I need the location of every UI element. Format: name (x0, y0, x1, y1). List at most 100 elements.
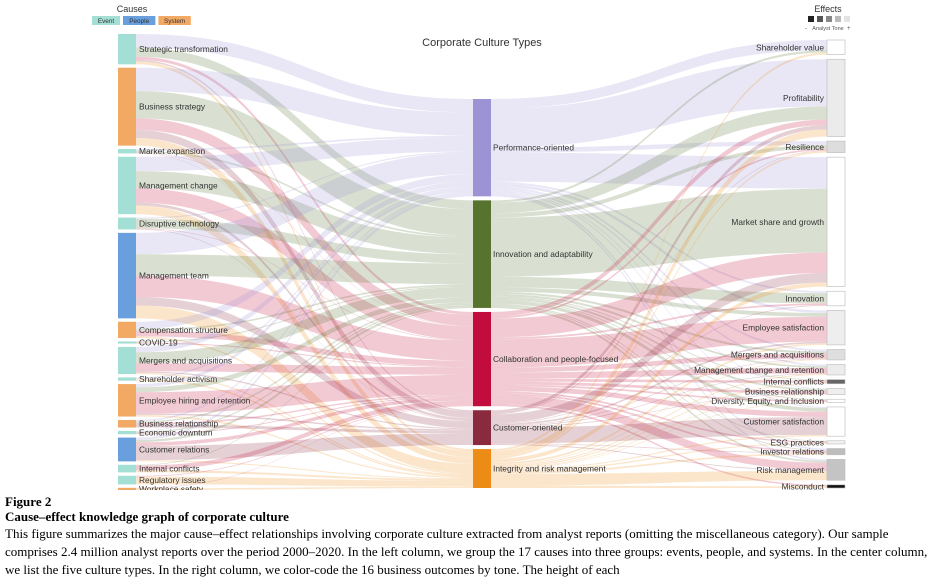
cause-label-business-strategy: Business strategy (139, 102, 206, 112)
cause-node-market-expansion (118, 149, 136, 154)
link-collaboration-and-people-focused-to-customer-satisfaction (491, 386, 827, 418)
link-covid-19-to-innovation-and-adaptability (136, 285, 473, 343)
cause-node-business-relationship (118, 419, 136, 428)
link-collaboration-and-people-focused-to-mergers-and-acquisitions (491, 353, 827, 373)
link-economic-downturn-to-collaboration-and-people-focused (136, 396, 473, 435)
link-performance-oriented-to-resilience (491, 141, 827, 153)
effect-node-investor-relations (826, 448, 846, 456)
link-workplace-safety-to-collaboration-and-people-focused (136, 405, 473, 489)
effects-heading: Effects (814, 4, 842, 14)
effect-node-management-change-and-retention (826, 364, 846, 376)
link-market-expansion-to-collaboration-and-people-focused (136, 152, 473, 327)
link-innovation-and-adaptability-to-mergers-and-acquisitions (491, 291, 827, 354)
link-management-change-to-collaboration-and-people-focused (136, 188, 473, 340)
link-business-strategy-to-innovation-and-adaptability (136, 91, 473, 236)
link-customer-oriented-to-customer-satisfaction (491, 417, 827, 444)
link-mergers-and-acquisitions-to-innovation-and-adaptability (136, 286, 473, 364)
culture-node-customer-oriented (473, 410, 491, 446)
link-compensation-structure-to-integrity-and-risk-management (136, 336, 473, 475)
link-management-team-to-integrity-and-risk-management (136, 305, 473, 474)
link-compensation-structure-to-collaboration-and-people-focused (136, 330, 473, 367)
link-integrity-and-risk-management-to-shareholder-value (491, 52, 827, 452)
cause-node-employee-hiring-and-retention (118, 384, 136, 417)
link-customer-oriented-to-innovation (491, 305, 827, 424)
cause-label-market-expansion: Market expansion (139, 146, 205, 156)
culture-label-collaboration-and-people-focused: Collaboration and people-focused (493, 354, 619, 364)
link-internal-conflicts-to-collaboration-and-people-focused (136, 400, 473, 471)
link-customer-oriented-to-investor-relations (491, 443, 827, 454)
tone-swatch-2 (817, 16, 823, 22)
link-performance-oriented-to-shareholder-value (491, 40, 827, 109)
link-integrity-and-risk-management-to-internal-conflicts (491, 382, 827, 468)
causes-heading: Causes (117, 4, 148, 14)
link-management-change-to-innovation-and-adaptability (136, 171, 473, 255)
effect-label-employee-satisfaction: Employee satisfaction (743, 323, 825, 333)
culture-node-innovation-and-adaptability (473, 200, 491, 308)
link-mergers-and-acquisitions-to-customer-oriented (136, 371, 473, 430)
link-performance-oriented-to-innovation (491, 181, 827, 294)
link-customer-relations-to-collaboration-and-people-focused (136, 397, 473, 446)
link-customer-oriented-to-employee-satisfaction (491, 341, 827, 426)
cause-node-compensation-structure (118, 321, 136, 339)
effect-node-resilience (826, 140, 846, 153)
cause-group-label-event: Event (98, 18, 115, 25)
nodes-layer (118, 34, 846, 490)
tone-swatch-5 (844, 16, 850, 22)
culture-label-integrity-and-risk-management: Integrity and risk management (493, 464, 606, 474)
effect-label-customer-satisfaction: Customer satisfaction (743, 417, 824, 427)
cause-node-strategic-transformation (118, 34, 136, 65)
link-employee-hiring-and-retention-to-customer-oriented (136, 413, 473, 431)
link-market-expansion-to-customer-oriented (136, 152, 473, 419)
link-innovation-and-adaptability-to-business-relationship (491, 297, 827, 391)
cause-label-strategic-transformation: Strategic transformation (139, 44, 228, 54)
culture-node-collaboration-and-people-focused (473, 311, 491, 407)
effect-label-esg-practices: ESG practices (770, 437, 824, 447)
cause-node-workplace-safety (118, 487, 136, 490)
link-customer-relations-to-customer-oriented (136, 433, 473, 461)
effect-label-business-relationship: Business relationship (745, 386, 824, 396)
link-management-team-to-customer-oriented (136, 296, 473, 429)
link-innovation-and-adaptability-to-employee-satisfaction (491, 287, 827, 317)
link-collaboration-and-people-focused-to-innovation (491, 303, 827, 340)
cause-node-covid-19 (118, 341, 136, 344)
cause-label-covid-19: COVID-19 (139, 337, 178, 347)
link-covid-19-to-collaboration-and-people-focused (136, 342, 473, 368)
link-performance-oriented-to-customer-satisfaction (491, 191, 827, 409)
link-customer-oriented-to-business-relationship (491, 393, 827, 428)
link-management-change-to-integrity-and-risk-management (136, 205, 473, 464)
effect-node-market-share-and-growth (826, 156, 846, 287)
link-integrity-and-risk-management-to-business-relationship (491, 393, 827, 469)
link-collaboration-and-people-focused-to-misconduct (491, 404, 827, 487)
effect-node-profitability (826, 58, 846, 137)
culture-label-customer-oriented: Customer-oriented (493, 423, 563, 433)
tone-minus: - (805, 26, 807, 32)
link-management-team-to-innovation-and-adaptability (136, 254, 473, 285)
link-customer-relations-to-performance-oriented (136, 193, 473, 440)
figure-caption: Figure 2 Cause–effect knowledge graph of… (5, 494, 931, 579)
link-innovation-and-adaptability-to-diversity-equity-and-inclusion (491, 299, 827, 401)
link-strategic-transformation-to-innovation-and-adaptability (136, 47, 473, 210)
link-internal-conflicts-to-innovation-and-adaptability (136, 307, 473, 466)
sankey-diagram: Strategic transformation Business strateg… (92, 4, 851, 490)
link-performance-oriented-to-profitability (491, 59, 827, 148)
cause-label-internal-conflicts: Internal conflicts (139, 464, 200, 474)
effect-node-customer-satisfaction (826, 406, 846, 437)
link-integrity-and-risk-management-to-market-share-and-growth (491, 282, 827, 463)
link-shareholder-activism-to-integrity-and-risk-management (136, 379, 473, 477)
link-compensation-structure-to-innovation-and-adaptability (136, 284, 473, 331)
link-customer-oriented-to-market-share-and-growth (491, 273, 827, 424)
cause-node-shareholder-activism (118, 377, 136, 381)
link-innovation-and-adaptability-to-risk-management (491, 305, 827, 463)
link-innovation-and-adaptability-to-management-change-and-retention (491, 293, 827, 368)
tone-swatch-1 (808, 16, 814, 22)
link-management-team-to-performance-oriented (136, 152, 473, 255)
cause-node-business-strategy (118, 67, 136, 146)
link-compensation-structure-to-performance-oriented (136, 174, 473, 330)
cause-node-disruptive-technology (118, 217, 136, 230)
link-employee-hiring-and-retention-to-collaboration-and-people-focused (136, 374, 473, 414)
cause-label-management-change: Management change (139, 180, 218, 190)
culture-node-integrity-and-risk-management (473, 449, 491, 488)
figure-number: Figure 2 (5, 494, 52, 509)
cause-label-employee-hiring-and-retention: Employee hiring and retention (139, 395, 251, 405)
link-integrity-and-risk-management-to-employee-satisfaction (491, 343, 827, 465)
